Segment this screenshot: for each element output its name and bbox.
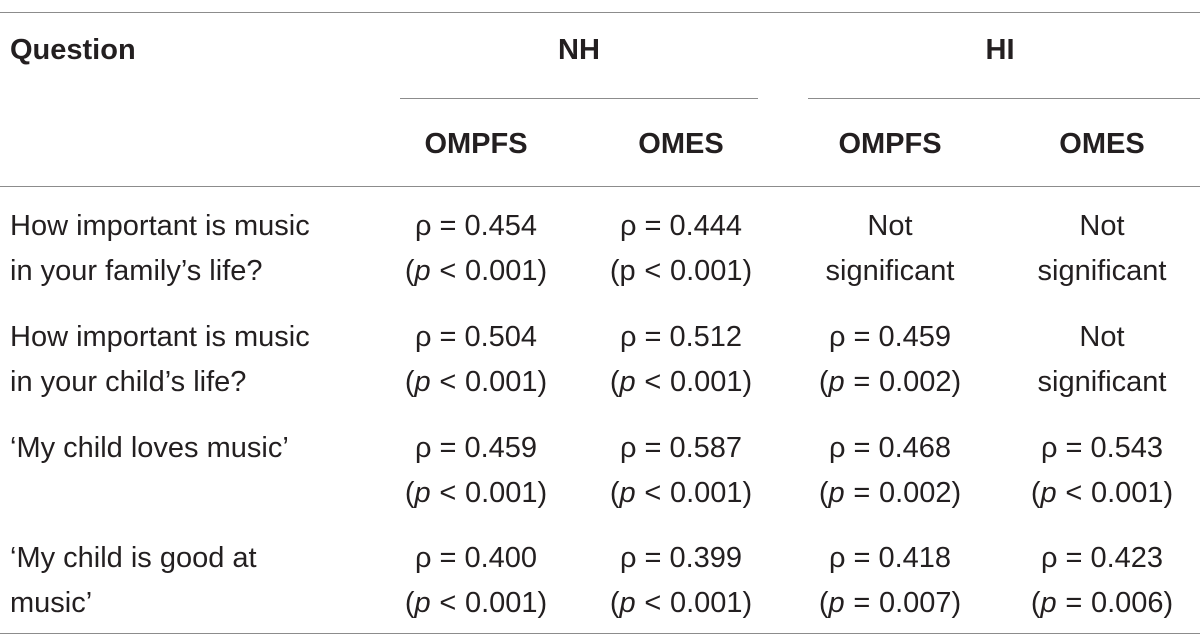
not-significant-text: significant [1037, 366, 1167, 398]
p-value: (p <0.001) [609, 366, 753, 398]
p-symbol: p [414, 477, 431, 509]
rho-value: ρ = 0.444 [619, 210, 743, 242]
question-text: in your family’s life? [10, 255, 263, 287]
question-text: music’ [10, 587, 93, 619]
not-significant-text: Not [1079, 321, 1125, 353]
p-number: 0.001) [669, 587, 753, 619]
p-number: 0.001) [1090, 477, 1174, 509]
subheader-hi-omes: OMES [1059, 128, 1145, 160]
rho-value: ρ = 0.399 [619, 542, 743, 574]
rho-value: ρ = 0.468 [828, 432, 952, 464]
p-operator: = [1065, 587, 1083, 619]
rho-value: ρ = 0.512 [619, 321, 743, 353]
p-symbol: p [619, 366, 636, 398]
question-text: ‘My child loves music’ [10, 432, 289, 464]
p-number: 0.002) [878, 366, 962, 398]
header-bottom-rule [0, 186, 1200, 187]
rho-value: ρ = 0.459 [828, 321, 952, 353]
p-number: 0.001) [669, 477, 753, 509]
rho-value: ρ = 0.418 [828, 542, 952, 574]
p-operator: < [439, 477, 457, 509]
header-group-nh: NH [558, 34, 600, 66]
p-value: (p <0.001) [609, 477, 753, 509]
p-operator: < [439, 366, 457, 398]
question-text: How important is music [10, 321, 310, 353]
p-value: (p <0.001) [609, 587, 753, 619]
subheader-nh-omes: OMES [638, 128, 724, 160]
subheader-hi-ompfs: OMPFS [838, 128, 942, 160]
p-value: (p <0.001) [404, 587, 548, 619]
rho-value: ρ = 0.454 [414, 210, 538, 242]
question-text: ‘My child is good at [10, 542, 257, 574]
p-symbol: p [619, 587, 636, 619]
p-number: 0.001) [669, 366, 753, 398]
p-value: (p = 0.002) [818, 477, 962, 509]
p-number: 0.006) [1090, 587, 1174, 619]
p-number: 0.001) [464, 255, 548, 287]
p-operator: = [853, 366, 871, 398]
table-bottom-rule [0, 633, 1200, 634]
not-significant-text: Not [867, 210, 913, 242]
table-top-rule [0, 12, 1200, 13]
p-value: (p <0.001) [404, 366, 548, 398]
rho-value: ρ = 0.459 [414, 432, 538, 464]
p-symbol: p [414, 255, 431, 287]
p-symbol: p [828, 366, 845, 398]
p-symbol: p [828, 477, 845, 509]
p-value: (p = 0.006) [1030, 587, 1174, 619]
p-number: 0.001) [464, 366, 548, 398]
p-value: (p <0.001) [609, 255, 753, 287]
p-number: 0.007) [878, 587, 962, 619]
header-group-hi: HI [985, 34, 1015, 66]
p-value: (p <0.001) [1030, 477, 1174, 509]
question-text: in your child’s life? [10, 366, 247, 398]
p-value: (p = 0.002) [818, 366, 962, 398]
p-symbol: p [414, 587, 431, 619]
p-number: 0.001) [669, 255, 753, 287]
rho-value: ρ = 0.504 [414, 321, 538, 353]
p-number: 0.001) [464, 477, 548, 509]
p-symbol: p [619, 477, 636, 509]
p-operator: = [853, 587, 871, 619]
p-symbol: p [414, 366, 431, 398]
p-operator: < [644, 477, 662, 509]
p-operator: < [644, 366, 662, 398]
not-significant-text: Not [1079, 210, 1125, 242]
p-operator: < [644, 587, 662, 619]
p-symbol: p [828, 587, 845, 619]
p-operator: < [1065, 477, 1083, 509]
p-symbol: p [619, 255, 636, 287]
rho-value: ρ = 0.400 [414, 542, 538, 574]
p-value: (p <0.001) [404, 255, 548, 287]
p-operator: < [439, 587, 457, 619]
p-value: (p <0.001) [404, 477, 548, 509]
p-symbol: p [1040, 587, 1057, 619]
not-significant-text: significant [1037, 255, 1167, 287]
p-operator: < [644, 255, 662, 287]
p-value: (p = 0.007) [818, 587, 962, 619]
rho-value: ρ = 0.587 [619, 432, 743, 464]
p-number: 0.002) [878, 477, 962, 509]
p-symbol: p [1040, 477, 1057, 509]
group-rule-hi [808, 98, 1200, 99]
not-significant-text: significant [825, 255, 955, 287]
p-number: 0.001) [464, 587, 548, 619]
question-text: How important is music [10, 210, 310, 242]
p-operator: < [439, 255, 457, 287]
subheader-nh-ompfs: OMPFS [424, 128, 528, 160]
group-rule-nh [400, 98, 758, 99]
p-operator: = [853, 477, 871, 509]
rho-value: ρ = 0.543 [1040, 432, 1164, 464]
header-question: Question [10, 34, 136, 66]
rho-value: ρ = 0.423 [1040, 542, 1164, 574]
